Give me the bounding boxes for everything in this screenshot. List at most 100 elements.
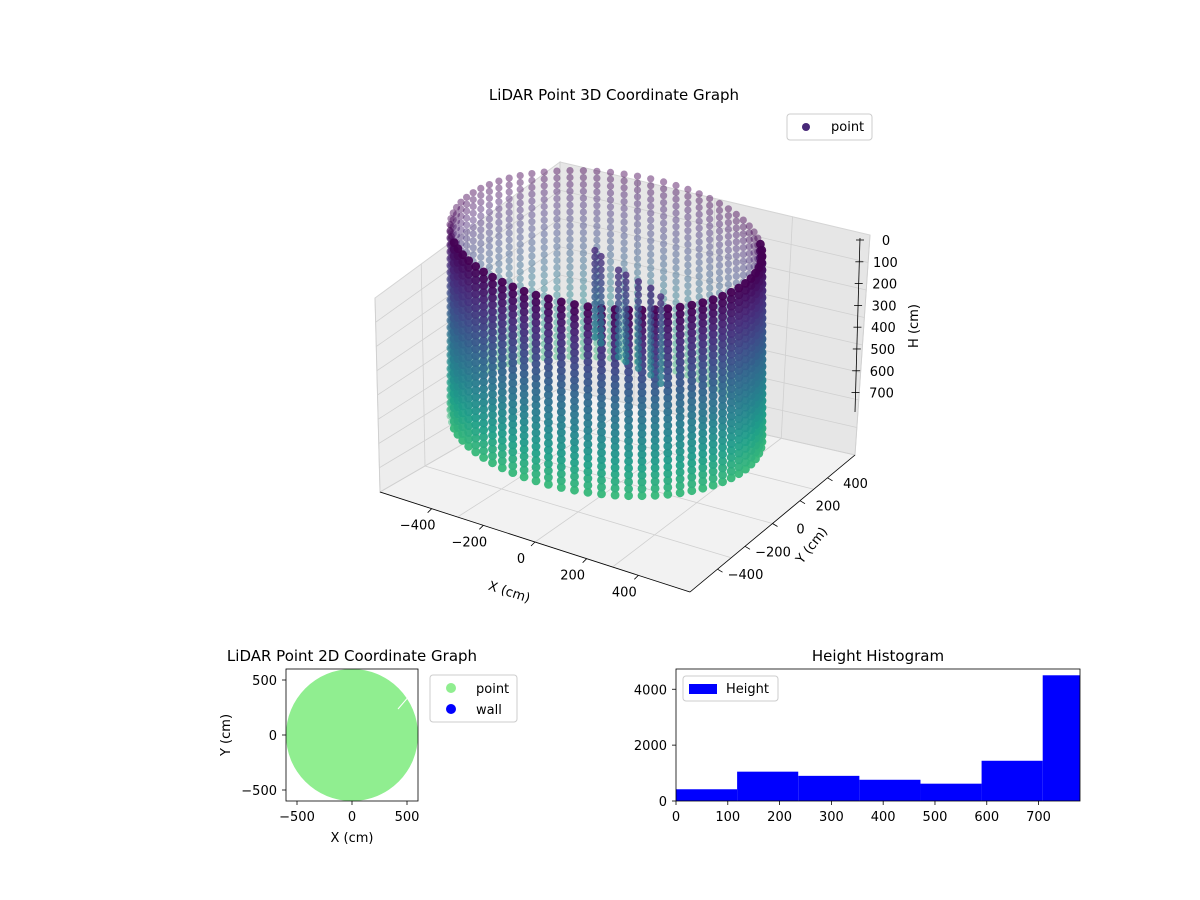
cloud-point [556,338,566,348]
cloud-point [750,235,758,243]
cloud-point [597,441,606,451]
cloud-point [726,301,736,311]
cloud-point [684,227,692,235]
cloud-point [488,300,497,310]
cloud-point [566,201,574,209]
cloud-point [556,325,566,334]
cloud-point [531,290,541,300]
cloud-point [706,215,714,223]
cloud-point [708,474,718,483]
cloud-point [516,192,524,200]
cloud-point [471,413,481,422]
cloud-point [614,286,623,294]
cloud-point [463,200,471,208]
cloud-point [479,384,488,394]
cloud-point [469,230,477,238]
cloud-point [449,209,457,217]
cloud-point [497,277,507,287]
cloud-point [647,318,655,326]
cloud-point [624,436,633,446]
cloud-point [663,338,673,348]
cloud-point [583,398,593,408]
cloud-point [726,322,736,332]
cloud-point [540,237,548,245]
cloud-point [531,373,541,383]
cloud-point [479,446,488,456]
cloud-point [633,220,642,228]
cloud-point [497,305,507,315]
cloud-point [597,379,606,389]
cloud-point [464,352,474,362]
cloud-point [708,370,718,380]
cloud-point [516,261,524,269]
cloud-point [597,332,605,341]
cloud-point [647,278,655,286]
x-tick-label-2d: −500 [279,810,315,825]
cloud-point [528,190,536,198]
cloud-point [566,277,574,285]
cloud-point [497,387,507,397]
cloud-point [734,311,744,320]
cloud-point [593,215,601,223]
cloud-point [446,227,454,235]
cloud-point [531,297,541,307]
cloud-point [508,385,518,395]
cloud-point [734,462,744,472]
cloud-point [457,212,465,220]
plot-3d: LiDAR Point 3D Coordinate Graph −400 −200… [374,86,922,606]
cloud-point [684,185,692,193]
cloud-point [497,339,507,349]
cloud-point [544,466,553,476]
cloud-point [647,357,655,366]
cloud-point [488,458,497,468]
cloud-point [583,329,593,339]
cloud-point [606,272,615,280]
cloud-point [650,429,660,438]
cloud-point [614,293,623,301]
cloud-point [687,445,697,454]
cloud-point [624,491,633,501]
cloud-point [516,282,524,290]
cloud-point [739,237,747,245]
cloud-point [695,217,703,225]
histogram-bar [798,775,860,801]
cloud-point [698,339,708,349]
cloud-point [622,291,630,299]
cloud-point [732,231,740,239]
cloud-point [672,236,680,245]
cloud-point [464,393,474,403]
cloud-point [695,279,703,287]
cloud-point [497,442,507,452]
cloud-point [620,198,628,206]
cloud-point [634,311,643,319]
cloud-point [724,253,733,261]
cloud-point [505,181,513,189]
y-tick-label-3d: 0 [796,523,804,538]
cloud-point [732,238,740,246]
histogram-y-tick-label: 0 [659,795,667,810]
cloud-point [570,417,579,426]
cloud-point [708,446,718,456]
cloud-point [556,476,566,485]
cloud-point [647,311,655,319]
cloud-point [606,223,615,231]
cloud-point [597,259,605,267]
cloud-point [471,317,481,326]
legend-3d-label: point [831,120,864,135]
cloud-point [531,428,541,438]
cloud-point [675,481,685,491]
y-tick-label-3d: −400 [728,568,764,583]
cloud-point [708,343,718,353]
histogram-x-tick-label: 200 [767,810,792,825]
cloud-point [464,421,474,430]
cloud-point [741,389,750,398]
cloud-point [583,343,593,353]
cloud-point [695,224,703,232]
cloud-point [647,250,655,259]
cloud-point [634,278,643,286]
cloud-point [464,283,474,293]
cloud-point [508,303,518,312]
cloud-point [633,268,642,277]
cloud-point [497,326,507,335]
cloud-point [516,220,524,228]
